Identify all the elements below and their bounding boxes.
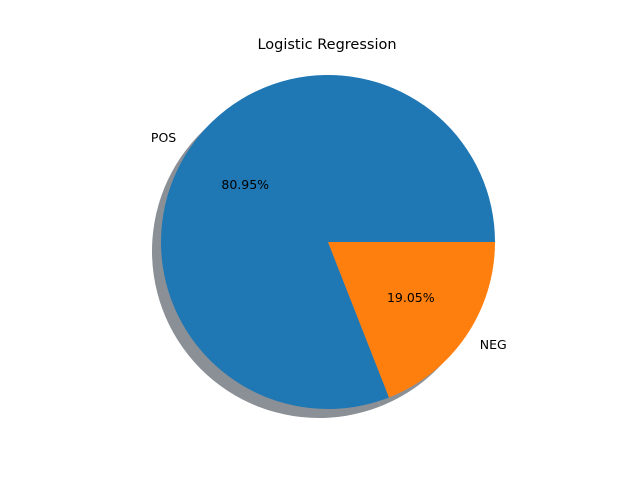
slice-percent-pos: 80.95%	[221, 177, 269, 192]
pie-slices	[161, 74, 496, 409]
slice-label-pos: POS	[151, 130, 176, 145]
pie-slice-neg	[328, 242, 495, 398]
slice-percent-neg: 19.05%	[387, 290, 435, 305]
chart-title: Logistic Regression	[257, 37, 396, 53]
slice-label-neg: NEG	[480, 337, 507, 352]
pie-labels: POS 80.95% NEG 19.05%	[151, 130, 507, 352]
